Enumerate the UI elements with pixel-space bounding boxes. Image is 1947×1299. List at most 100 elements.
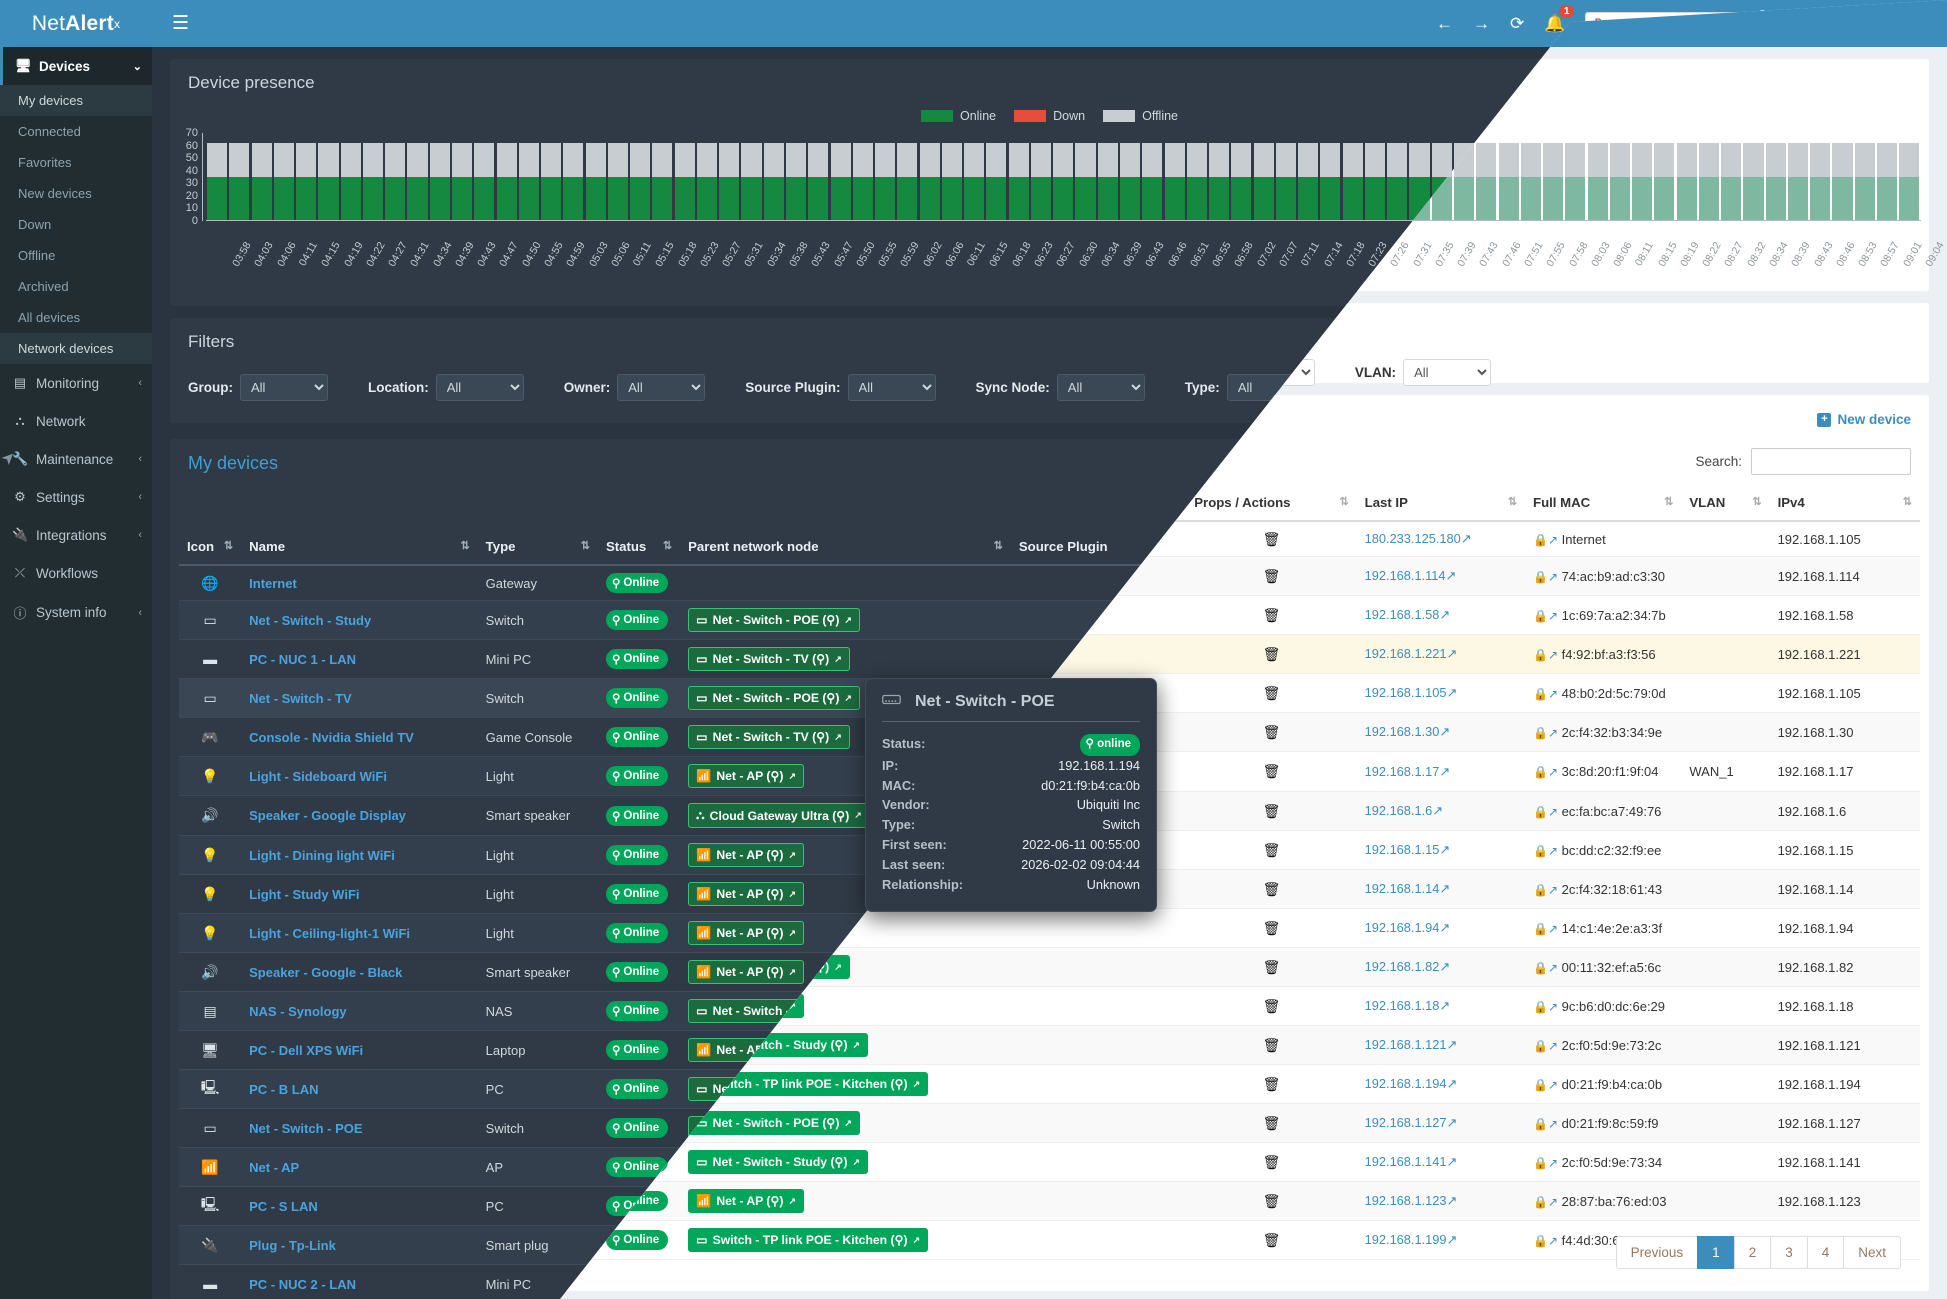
device-name-link[interactable]: Net - Switch - POE xyxy=(249,1120,363,1136)
lock-icon[interactable]: 🔒↗ xyxy=(1533,809,1559,823)
table-row[interactable]: 🖥 PC - Dell XPS WiFi Laptop ⚲Online 📶Net - A… xyxy=(179,1030,1920,1070)
delete-icon[interactable]: 🗑 xyxy=(1262,767,1281,784)
lock-icon[interactable]: 🔒↗ xyxy=(1533,887,1559,902)
column-header-props-actions[interactable]: Props / Actions ⇅ xyxy=(1186,529,1357,566)
table-row[interactable]: ▭ Net - Switch - Study Switch ⚲Online ▭Net -… xyxy=(179,600,1920,640)
sidebar-item-down[interactable]: Down xyxy=(18,217,52,232)
column-header-last-ip[interactable]: Last IP ⇅ xyxy=(1356,529,1526,566)
device-name-link[interactable]: Speaker - Google Display xyxy=(249,808,406,823)
delete-icon[interactable]: 🗑 xyxy=(1262,1080,1281,1097)
column-header-ipv4[interactable]: IPv4 ⇅ xyxy=(1769,529,1920,566)
lock-icon[interactable]: 🔒↗ xyxy=(1533,1043,1559,1058)
last-ip-link[interactable]: 192.168.1.14↗ xyxy=(1364,925,1451,940)
table-row[interactable]: ▬ PC - NUC 1 - LAN Mini PC ⚲Online ▭Net - Sw… xyxy=(179,639,1920,679)
avatar[interactable] xyxy=(1905,9,1933,38)
delete-icon[interactable]: 🗑 xyxy=(1262,1275,1281,1292)
last-ip-link[interactable]: 192.168.1.17↗ xyxy=(1364,807,1451,823)
device-name-link[interactable]: Net - AP xyxy=(249,1159,300,1175)
device-name-link[interactable]: Light - Sideboard WiFi xyxy=(249,768,387,784)
parent-node-pill[interactable]: ▭Switch - TP link POE - Kitchen (⚲)↗ xyxy=(688,1116,929,1140)
parent-node-pill[interactable]: 📶Net - AP (⚲)↗ xyxy=(688,1233,805,1257)
new-device-button[interactable]: + New device xyxy=(1817,456,1911,471)
column-header-type[interactable]: Type ⇅ xyxy=(477,529,598,566)
table-row[interactable]: ▬ PC - NUC 2 - LAN Mini PC ⚲Online ▭Switch -… xyxy=(179,1264,1920,1299)
delete-icon[interactable]: 🗑 xyxy=(1262,807,1281,823)
table-row[interactable]: 💡 Light - Ceiling-light-1 WiFi Light ⚲Onlin… xyxy=(179,913,1920,953)
filter-select[interactable]: All xyxy=(1403,374,1492,401)
lock-icon[interactable]: 🔒↗ xyxy=(1533,652,1559,667)
sidebar-section-devices[interactable]: 🖥 Devices ⌄ xyxy=(0,47,152,85)
refresh-icon[interactable]: ⟳ xyxy=(1510,13,1525,33)
lock-icon[interactable]: 🔒↗ xyxy=(1533,691,1559,706)
lock-icon[interactable]: 🔒↗ xyxy=(1533,769,1559,784)
table-row[interactable]: 🔌 Plug - Tp-Link Smart plug ⚲Online 📶Net - A… xyxy=(179,1225,1920,1265)
device-name-link[interactable]: PC - NUC 2 - LAN xyxy=(249,1276,357,1292)
table-row[interactable]: 🖳 PC - B LAN PC ⚲Online ▭Net - Switch - Stud… xyxy=(179,1069,1920,1109)
sidebar-item-new-devices[interactable]: New devices xyxy=(18,186,92,201)
delete-icon[interactable]: 🗑 xyxy=(1262,1197,1281,1214)
sort-icon[interactable]: ⇅ xyxy=(662,540,673,552)
sidebar-group-workflows[interactable]: ⤫ Workflows xyxy=(0,554,152,592)
sidebar-item-network-devices[interactable]: Network devices xyxy=(0,333,152,364)
lock-icon[interactable]: 🔒↗ xyxy=(1533,1238,1559,1253)
delete-icon[interactable]: 🗑 xyxy=(1262,728,1281,745)
parent-node-pill[interactable]: ▭Net - Switch - Study (⚲)↗ xyxy=(688,1077,869,1101)
device-name-link[interactable]: Net - Switch - Study xyxy=(249,612,372,628)
last-ip-link[interactable]: 192.168.1.94↗ xyxy=(1364,964,1451,979)
lock-icon[interactable]: 🔒↗ xyxy=(1533,730,1559,745)
parent-node-pill[interactable]: ▭Net - Switch - POE (⚲)↗ xyxy=(688,608,860,632)
parent-node-pill[interactable]: ▭Net - Switch - TV (⚲)↗ xyxy=(688,647,850,671)
sidebar-item-archived[interactable]: Archived xyxy=(18,279,69,294)
search-input[interactable] xyxy=(1751,492,1911,519)
sidebar-group-network[interactable]: ⛬ Network xyxy=(0,402,152,440)
app-logo[interactable]: Net Alert x xyxy=(0,0,152,47)
hamburger-icon[interactable]: ☰ xyxy=(172,13,190,34)
device-name-link[interactable]: PC - S LAN xyxy=(249,1198,318,1214)
table-row[interactable]: 🌐 Internet Gateway ⚲Online 🗑 180.233.125.180↗… xyxy=(179,565,1920,601)
lock-icon[interactable]: 🔒↗ xyxy=(1533,1004,1559,1019)
column-header-vlan[interactable]: VLAN ⇅ xyxy=(1681,529,1770,566)
parent-node-pill[interactable]: ⛬Cloud Gateway Ultra (⚲)↗ xyxy=(688,803,870,828)
parent-node-pill[interactable]: 📶Net - AP (⚲)↗ xyxy=(688,960,805,984)
column-header-source-plugin[interactable]: Source Plugin ⇅ xyxy=(1010,529,1187,566)
last-ip-link[interactable]: 192.168.1.114↗ xyxy=(1364,612,1457,627)
last-ip-link[interactable]: 192.168.1.58↗ xyxy=(1364,651,1451,666)
lock-icon[interactable]: 🔒↗ xyxy=(1533,1082,1559,1097)
device-name-link[interactable]: Light - Ceiling-light-1 WiFi xyxy=(249,925,411,941)
filter-select[interactable]: All xyxy=(847,374,936,401)
sidebar-group-monitoring[interactable]: ▤ Monitoring ‹ xyxy=(0,364,152,402)
arrow-left-icon[interactable]: ← xyxy=(1436,13,1454,33)
table-row[interactable]: 🖳 PC - S LAN PC ⚲Online ▭Net - Switch - Stud… xyxy=(179,1186,1920,1226)
last-ip-link[interactable]: 192.168.1.199↗ xyxy=(1364,1276,1458,1291)
sort-icon[interactable]: ⇅ xyxy=(580,540,590,552)
last-ip-link[interactable]: 192.168.1.18↗ xyxy=(1364,1042,1451,1057)
lock-icon[interactable]: 🔒↗ xyxy=(1533,965,1559,980)
lock-icon[interactable]: 🔒↗ xyxy=(1533,848,1559,863)
filter-select[interactable]: All xyxy=(240,374,328,401)
last-ip-link[interactable]: 192.168.1.82↗ xyxy=(1364,1003,1451,1018)
device-name-link[interactable]: PC - NUC 1 - LAN xyxy=(249,651,357,667)
device-name-link[interactable]: Plug - Tp-Link xyxy=(249,1237,336,1253)
lock-icon[interactable]: 🔒↗ xyxy=(1533,1121,1559,1136)
parent-node-pill[interactable]: ▭Net - Switch - TV (⚲)↗ xyxy=(688,999,850,1023)
parent-node-pill[interactable]: ▭Net - Switch - Study (⚲)↗ xyxy=(688,1194,869,1218)
sort-icon[interactable]: ⇅ xyxy=(1169,540,1179,552)
parent-node-pill[interactable]: ▭Net - Switch - POE (⚲)↗ xyxy=(688,1155,860,1179)
last-ip-link[interactable]: 192.168.1.123↗ xyxy=(1364,1237,1458,1252)
last-ip-link[interactable]: 192.168.1.194↗ xyxy=(1364,1120,1458,1135)
delete-icon[interactable]: 🗑 xyxy=(1262,1002,1281,1019)
last-ip-link[interactable]: 192.168.1.6↗ xyxy=(1364,847,1443,862)
device-name-link[interactable]: Net - Switch - TV xyxy=(249,690,352,706)
delete-icon[interactable]: 🗑 xyxy=(1262,611,1281,628)
last-ip-link[interactable]: 192.168.1.15↗ xyxy=(1364,886,1451,901)
parent-node-pill[interactable]: 📶Net - AP (⚲)↗ xyxy=(688,921,805,945)
device-name-link[interactable]: NAS - Synology xyxy=(249,1003,347,1019)
table-row[interactable]: ▤ NAS - Synology NAS ⚲Online ▭Net - Switch -… xyxy=(179,991,1920,1031)
lock-icon[interactable]: 🔒↗ xyxy=(1533,613,1559,628)
sidebar-group-system-info[interactable]: ⓘ System info ‹ xyxy=(0,592,152,633)
sort-icon[interactable]: ⇅ xyxy=(993,540,1003,552)
last-ip-link[interactable]: 180.233.125.180↗ xyxy=(1364,575,1472,590)
column-header-full-mac[interactable]: Full MAC ⇅ xyxy=(1525,529,1682,566)
sort-icon[interactable]: ⇅ xyxy=(223,540,234,552)
delete-icon[interactable]: 🗑 xyxy=(1262,1158,1281,1175)
